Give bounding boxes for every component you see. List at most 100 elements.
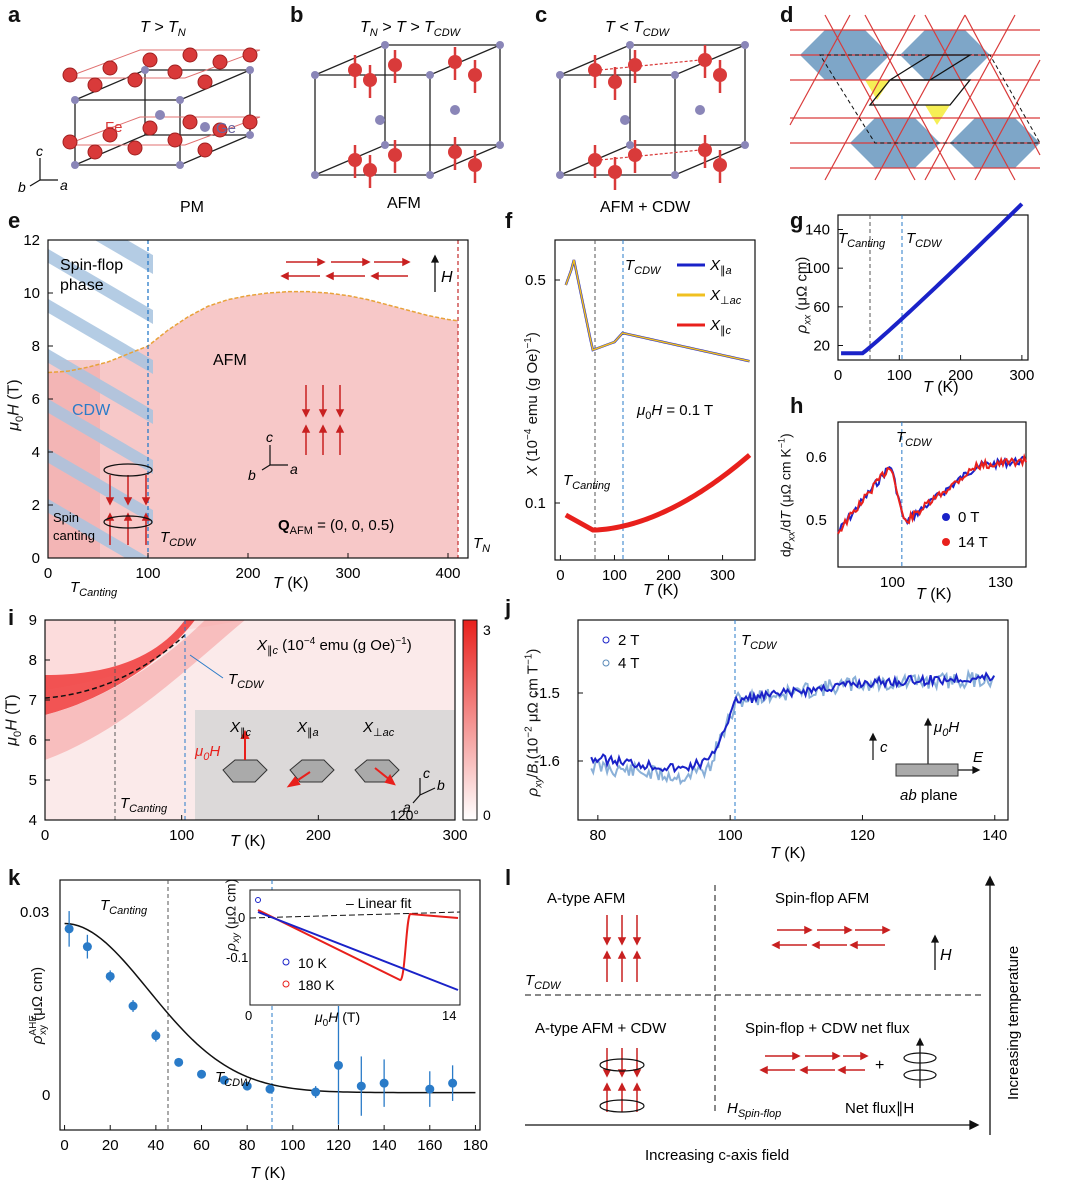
f-ylabel: X (10−4 emu (g Oe)−1) [522, 332, 541, 476]
h-ytick-05: 0.5 [806, 512, 827, 529]
panel-letter-c: c [535, 2, 548, 27]
axis-a: a [60, 177, 68, 193]
h-ylabel: dρxx/dT (μΩ cm K−1) [776, 433, 798, 558]
k-point [333, 1060, 343, 1070]
k-point [82, 942, 92, 952]
i-phase-boundary [44, 634, 186, 699]
i-angle: 120° [390, 807, 419, 823]
j-inset-plane: ab plane [900, 787, 958, 804]
e-xtick-100: 100 [135, 565, 160, 582]
k-point [425, 1084, 435, 1094]
f-xtick-100: 100 [602, 567, 627, 584]
crystal-structure-b: TN > T > TCDW AFM [311, 19, 504, 212]
a-title: T > TN [140, 19, 186, 39]
i-xtick-200: 200 [306, 827, 331, 844]
h-label-e: H [441, 269, 453, 286]
e-ytick-12: 12 [23, 232, 40, 249]
j-ytick-16: -1.6 [534, 753, 560, 770]
axis-b-e: b [248, 467, 256, 483]
j-xtick-100: 100 [718, 827, 743, 844]
h-xtick-100: 100 [880, 574, 905, 591]
k-inset-ytick-0: 0 [238, 910, 245, 925]
g-ytick-20: 20 [813, 338, 830, 355]
k-xtick-100: 100 [280, 1137, 305, 1154]
k-point [379, 1078, 389, 1088]
series-x-perp-ac [565, 259, 750, 362]
g-xlabel: T (K) [923, 379, 959, 396]
chart-h: 0.5 0.6 100 130 TCDW 0 T 14 T T (K) [806, 421, 1027, 603]
l-h: H [940, 947, 952, 964]
k-point [151, 1031, 161, 1041]
i-xlabel: T (K) [230, 833, 266, 850]
k-xtick-140: 140 [372, 1137, 397, 1154]
k-point [174, 1057, 184, 1067]
j-ytick-15: -1.5 [534, 685, 560, 702]
panel-letter-a: a [8, 2, 21, 27]
chart-k: 0 20 40 60 80 100 120 140 160 180 0.03 0 TCanting… [20, 879, 488, 1180]
j-tcdw: TCDW [741, 632, 778, 652]
g-ytick-60: 60 [813, 299, 830, 316]
inset-10K [257, 911, 459, 991]
panel-letter-f: f [505, 208, 513, 233]
axis-c-e: c [266, 429, 273, 445]
f-legend-a: X∥a [709, 257, 732, 277]
i-ytick-4: 4 [29, 812, 37, 829]
k-point [356, 1081, 366, 1091]
i-ytick-9: 9 [29, 612, 37, 629]
f-xtick-300: 300 [710, 567, 735, 584]
axis-b: b [18, 179, 26, 195]
k-inset: – Linear fit 10 K 180 K 0 -0.1 0 14 μ0H … [226, 889, 461, 1029]
l-hsf: HSpin-flop [727, 1100, 781, 1120]
h-legend-0T: 0 T [958, 509, 979, 526]
crystal-structure-c: T < TCDW AFM + CDW [556, 19, 749, 216]
l-bottom-left: A-type AFM + CDW [535, 1020, 667, 1037]
state-afm: AFM [387, 195, 421, 212]
chart-j: 80 100 120 140 -1.5 -1.6 2 T 4 T TCDW c μ0H… [534, 619, 1009, 862]
panel-letter-l: l [505, 865, 512, 890]
l-netflux: Net flux∥H [845, 1100, 914, 1117]
k-inset-xtick-14: 14 [442, 1008, 456, 1023]
panel-letter-b: b [290, 2, 304, 27]
i-ytick-5: 5 [29, 772, 37, 789]
j-legend-4T: 4 T [618, 655, 639, 672]
h-xtick-130: 130 [988, 574, 1013, 591]
j-sample [895, 763, 959, 777]
l-bottom-right: Spin-flop + CDW net flux [745, 1020, 910, 1037]
h-ytick-06: 0.6 [806, 449, 827, 466]
g-ytick-140: 140 [805, 222, 830, 239]
k-fit-curve [64, 922, 476, 1094]
axis-a-e: a [290, 461, 298, 477]
k-inset-xtick-0: 0 [245, 1008, 252, 1023]
g-xtick-0: 0 [834, 367, 842, 384]
l-top-left: A-type AFM [547, 890, 625, 907]
i-axis-c: c [423, 765, 430, 781]
panel-letter-e: e [8, 208, 21, 233]
i-ytick-8: 8 [29, 652, 37, 669]
k-inset-ylabel: ρxy (μΩ cm) [222, 878, 243, 952]
k-xtick-20: 20 [102, 1137, 119, 1154]
e-ytick-4: 4 [32, 444, 40, 461]
ge-label: Ge [216, 120, 236, 137]
f-ytick-05: 0.5 [525, 272, 546, 289]
axis-c: c [36, 143, 43, 159]
k-inset-ytick-01: -0.1 [226, 950, 248, 965]
panel-letter-d: d [780, 2, 794, 27]
afm-label: AFM [213, 352, 247, 369]
panel-letter-h: h [790, 393, 804, 418]
k-xlabel: T (K) [250, 1165, 286, 1180]
k-tcanting: TCanting [100, 897, 148, 917]
k-xtick-80: 80 [239, 1137, 256, 1154]
e-ytick-8: 8 [32, 338, 40, 355]
e-xtick-400: 400 [435, 565, 460, 582]
k-xtick-120: 120 [326, 1137, 351, 1154]
i-axis-b: b [437, 777, 445, 793]
fe-label: Fe [105, 119, 123, 136]
f-tcanting-label: TCanting [563, 472, 611, 492]
state-pm: PM [180, 199, 204, 216]
panel-letter-i: i [8, 605, 15, 630]
k-inset-10K: 10 K [298, 955, 327, 971]
i-colorbar [462, 619, 478, 821]
k-point [219, 1075, 229, 1085]
i-xtick-300: 300 [442, 827, 467, 844]
k-ylabel: ρAHExy (μΩ cm) [28, 966, 50, 1045]
